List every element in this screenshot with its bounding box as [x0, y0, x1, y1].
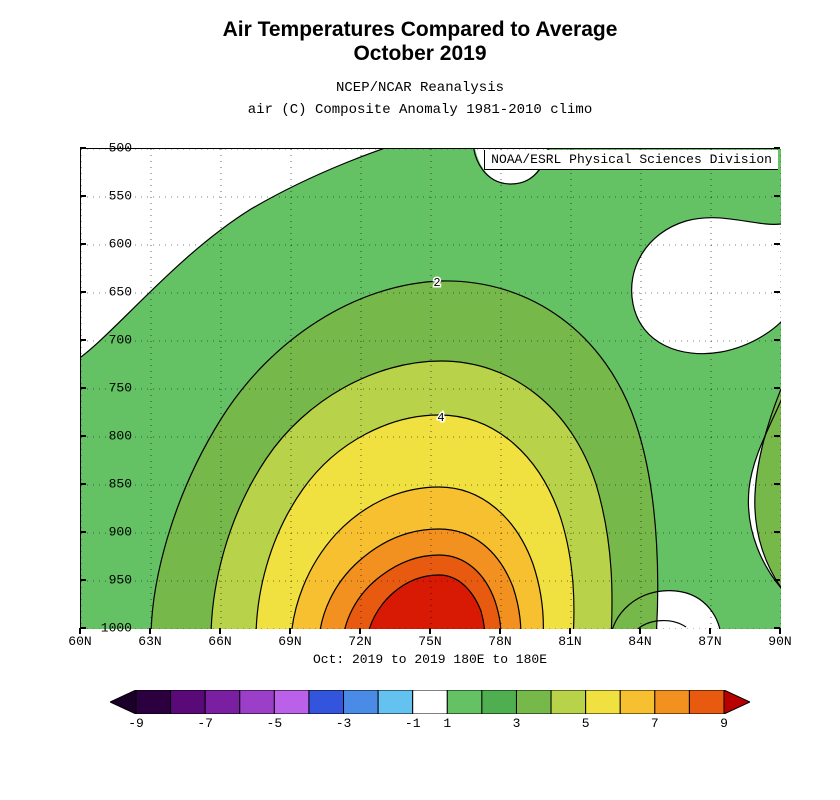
chart-title: Air Temperatures Compared to Average Oct…: [0, 0, 840, 66]
x-tick-mark: [359, 628, 361, 634]
y-tick-mark: [80, 627, 86, 629]
colorbar-tick-label: -7: [197, 716, 213, 731]
x-tick-mark: [429, 628, 431, 634]
colorbar-tick-label: 7: [651, 716, 659, 731]
y-tick-label: 700: [82, 333, 132, 348]
colorbar-tick-label: 1: [443, 716, 451, 731]
x-tick-mark: [709, 628, 711, 634]
plot-bottom-label: Oct: 2019 to 2019 180E to 180E: [80, 652, 780, 667]
y-tick-mark: [80, 435, 86, 437]
title-line2: October 2019: [353, 42, 486, 65]
figure-root: Air Temperatures Compared to Average Oct…: [0, 0, 840, 800]
credit-box: NOAA/ESRL Physical Sciences Division: [484, 150, 778, 170]
contour-label-2: 2: [433, 276, 440, 290]
colorbar-swatch: [413, 690, 448, 714]
colorbar-swatch: [447, 690, 482, 714]
colorbar: -9 -7 -5 -3 -1 1 3 5 7 9: [110, 690, 750, 734]
y-tick-mark-right: [774, 531, 780, 533]
y-tick-label: 900: [82, 525, 132, 540]
x-tick-label: 66N: [208, 634, 231, 649]
colorbar-tick-label: -1: [405, 716, 421, 731]
x-tick-label: 63N: [138, 634, 161, 649]
x-tick-mark: [499, 628, 501, 634]
colorbar-swatch: [205, 690, 240, 714]
y-tick-mark: [80, 579, 86, 581]
colorbar-ticks: -9 -7 -5 -3 -1 1 3 5 7 9: [110, 714, 750, 734]
contour-label-4: 4: [437, 411, 444, 425]
y-tick-mark-right: [774, 291, 780, 293]
y-tick-label: 750: [82, 381, 132, 396]
title-line1: Air Temperatures Compared to Average: [223, 18, 618, 41]
x-tick-label: 75N: [418, 634, 441, 649]
y-tick-mark: [80, 531, 86, 533]
colorbar-swatch: [274, 690, 309, 714]
y-tick-mark: [80, 147, 86, 149]
colorbar-swatch: [551, 690, 586, 714]
y-tick-mark-right: [774, 579, 780, 581]
chart-subtitle-source: NCEP/NCAR Reanalysis: [0, 80, 840, 96]
colorbar-swatch: [482, 690, 517, 714]
y-tick-mark: [80, 243, 86, 245]
y-tick-mark: [80, 387, 86, 389]
x-tick-label: 60N: [68, 634, 91, 649]
chart-subtitle-variable: air (C) Composite Anomaly 1981-2010 clim…: [0, 102, 840, 118]
y-tick-mark: [80, 483, 86, 485]
x-tick-label: 78N: [488, 634, 511, 649]
colorbar-swatch: [309, 690, 344, 714]
x-tick-label: 84N: [628, 634, 651, 649]
x-tick-mark: [289, 628, 291, 634]
y-tick-mark-right: [774, 243, 780, 245]
y-tick-mark-right: [774, 387, 780, 389]
y-tick-mark-right: [774, 483, 780, 485]
y-tick-mark-right: [774, 339, 780, 341]
contour-plot: 2 4 NOAA/ESRL Physical Sciences Division: [80, 148, 780, 628]
colorbar-swatch: [516, 690, 551, 714]
colorbar-swatch: [689, 690, 724, 714]
colorbar-arrow-left-icon: [110, 690, 136, 714]
colorbar-tick-label: 9: [720, 716, 728, 731]
colorbar-tick-label: -9: [128, 716, 144, 731]
y-tick-mark: [80, 291, 86, 293]
x-tick-label: 72N: [348, 634, 371, 649]
plot-svg: 2 4: [81, 149, 781, 629]
colorbar-swatch: [171, 690, 206, 714]
x-tick-mark: [219, 628, 221, 634]
y-tick-mark: [80, 339, 86, 341]
colorbar-swatch: [655, 690, 690, 714]
y-tick-label: 850: [82, 477, 132, 492]
colorbar-swatch: [378, 690, 413, 714]
colorbar-tick-label: -3: [336, 716, 352, 731]
colorbar-tick-label: 3: [513, 716, 521, 731]
y-tick-mark-right: [774, 435, 780, 437]
y-tick-mark: [80, 195, 86, 197]
x-tick-mark: [779, 628, 781, 634]
x-tick-label: 81N: [558, 634, 581, 649]
colorbar-swatch: [344, 690, 379, 714]
y-tick-label: 500: [82, 141, 132, 156]
x-tick-mark: [149, 628, 151, 634]
y-tick-label: 800: [82, 429, 132, 444]
x-tick-mark: [79, 628, 81, 634]
y-tick-label: 550: [82, 189, 132, 204]
colorbar-swatch: [620, 690, 655, 714]
y-tick-label: 600: [82, 237, 132, 252]
x-tick-mark: [639, 628, 641, 634]
colorbar-tick-label: -5: [267, 716, 283, 731]
x-tick-mark: [569, 628, 571, 634]
x-tick-label: 87N: [698, 634, 721, 649]
x-tick-label: 90N: [768, 634, 791, 649]
colorbar-svg: [110, 690, 750, 714]
y-tick-label: 650: [82, 285, 132, 300]
colorbar-swatch: [586, 690, 621, 714]
colorbar-arrow-right-icon: [724, 690, 750, 714]
colorbar-tick-label: 5: [582, 716, 590, 731]
y-tick-mark-right: [774, 147, 780, 149]
colorbar-swatch: [136, 690, 171, 714]
y-tick-mark-right: [774, 195, 780, 197]
colorbar-swatch: [240, 690, 275, 714]
x-tick-label: 69N: [278, 634, 301, 649]
y-tick-label: 950: [82, 573, 132, 588]
